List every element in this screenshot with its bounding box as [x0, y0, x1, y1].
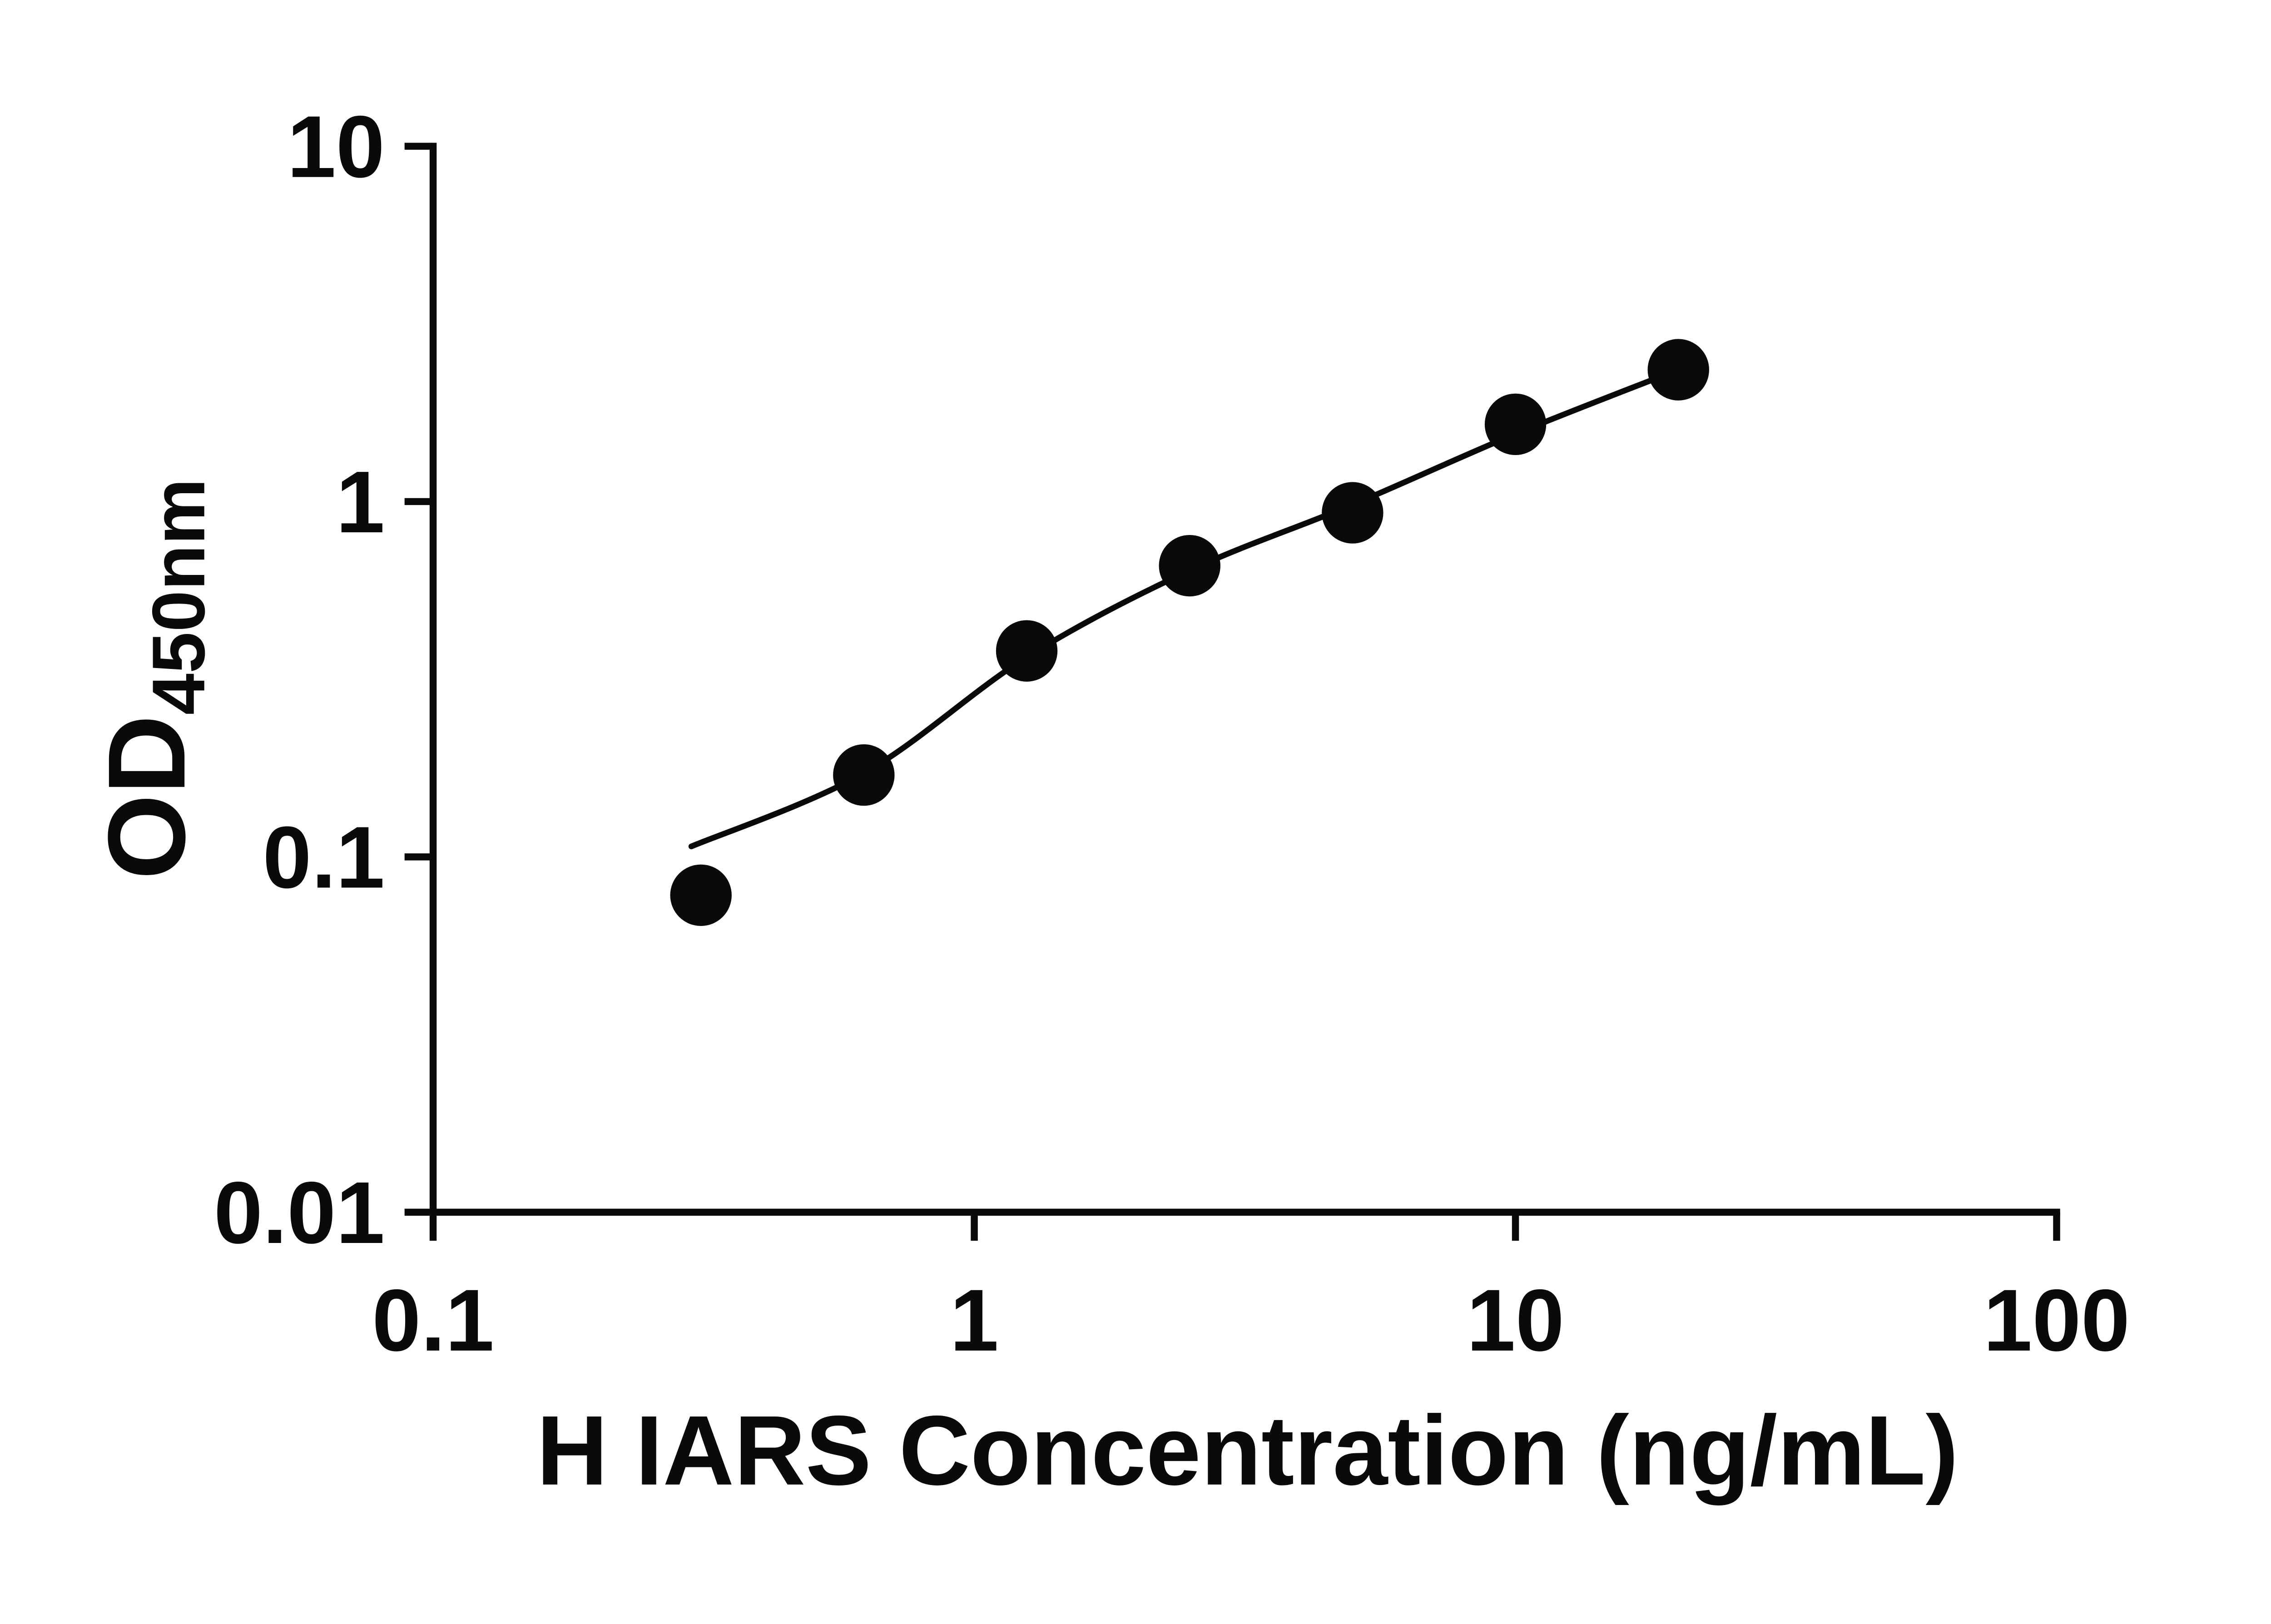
y-tick-label: 1 — [336, 453, 385, 551]
y-tick-label: 10 — [287, 98, 385, 196]
x-tick-label: 100 — [1983, 1271, 2130, 1369]
data-point — [1484, 393, 1547, 456]
y-tick-label: 0.1 — [263, 808, 385, 906]
x-tick-label: 10 — [1467, 1271, 1564, 1369]
data-point — [1322, 482, 1383, 544]
axis-lines — [429, 143, 2060, 1216]
elisa-standard-curve-figure: 0.01 0.1 1 10 0.1 1 10 100 H IARS Concentration… — [85, 97, 2130, 1506]
data-point — [1647, 339, 1709, 401]
y-tick-label: 0.01 — [214, 1164, 385, 1262]
y-axis-title-main: OD — [85, 715, 208, 880]
y-axis-title: OD450nm — [85, 478, 220, 880]
data-point — [996, 620, 1058, 682]
data-point — [833, 744, 895, 806]
x-tick-label: 1 — [950, 1271, 999, 1369]
data-point — [1159, 535, 1220, 597]
data-point — [670, 864, 732, 926]
x-tick-label: 0.1 — [372, 1271, 494, 1369]
x-axis-title: H IARS Concentration (ng/mL) — [536, 1396, 1959, 1506]
y-axis-title-sub: 450nm — [137, 478, 220, 715]
